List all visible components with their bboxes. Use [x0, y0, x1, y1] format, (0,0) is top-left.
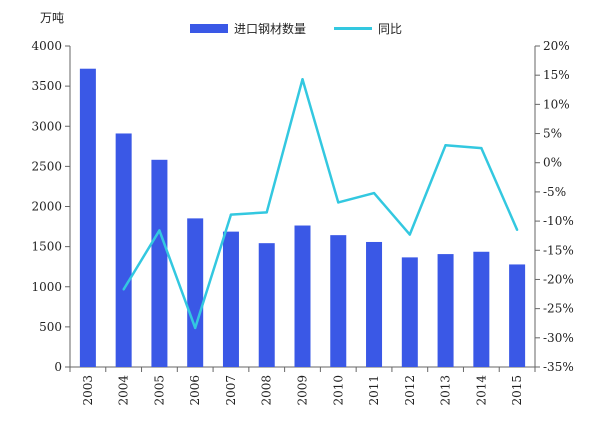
- right-tick-label: -10%: [543, 214, 574, 228]
- bar: [294, 225, 311, 367]
- x-tick-label: 2010: [331, 375, 345, 406]
- yoy-line: [122, 78, 519, 330]
- bar: [437, 254, 454, 367]
- line-point: [301, 78, 304, 81]
- x-tick-label: 2011: [367, 375, 381, 406]
- x-tick-label: 2003: [81, 375, 95, 406]
- right-tick-label: 20%: [543, 39, 570, 53]
- right-tick-label: 15%: [543, 68, 570, 82]
- legend-label-bar: 进口钢材数量: [234, 21, 306, 36]
- x-tick-label: 2005: [152, 375, 166, 406]
- right-tick-label: 10%: [543, 97, 570, 111]
- x-tick-label: 2006: [188, 375, 202, 406]
- line-point: [337, 201, 340, 204]
- bar: [258, 243, 275, 367]
- line-point: [265, 211, 268, 214]
- x-tick-label: 2008: [260, 375, 274, 406]
- right-tick-label: -15%: [543, 243, 574, 257]
- left-axis-unit: 万吨: [40, 11, 64, 25]
- line-series: [122, 78, 519, 330]
- left-tick-label: 0: [54, 360, 62, 374]
- left-tick-label: 4000: [31, 39, 62, 53]
- x-tick-label: 2009: [296, 375, 310, 406]
- line-point: [444, 144, 447, 147]
- right-tick-label: -35%: [543, 360, 574, 374]
- line-point: [372, 191, 376, 195]
- line-point: [122, 288, 125, 291]
- bar: [509, 264, 526, 367]
- x-tick-label: 2004: [117, 375, 131, 406]
- bar: [79, 68, 96, 367]
- bar: [151, 159, 168, 367]
- x-tick-label: 2014: [474, 375, 488, 406]
- legend: 进口钢材数量 同比: [190, 21, 402, 36]
- right-tick-label: -20%: [543, 272, 574, 286]
- left-tick-label: 3000: [31, 119, 62, 133]
- legend-swatch-bar: [190, 24, 228, 33]
- bar: [401, 257, 418, 367]
- left-tick-label: 1500: [31, 240, 62, 254]
- right-tick-label: -5%: [543, 185, 566, 199]
- line-point: [515, 228, 519, 232]
- bar: [222, 231, 239, 367]
- bar-series: [79, 68, 526, 367]
- line-point: [158, 229, 161, 232]
- line-point: [229, 213, 233, 216]
- line-point: [408, 233, 412, 236]
- left-tick-label: 2000: [31, 200, 62, 214]
- left-tick-label: 2500: [31, 159, 62, 173]
- right-tick-label: -25%: [543, 302, 574, 316]
- right-tick-label: -30%: [543, 331, 574, 345]
- bar: [330, 235, 347, 367]
- x-tick-label: 2007: [224, 375, 238, 406]
- x-tick-label: 2013: [439, 375, 453, 406]
- left-tick-label: 3500: [31, 79, 62, 93]
- line-point: [480, 146, 483, 150]
- bar: [115, 133, 132, 367]
- x-tick-label: 2012: [403, 375, 417, 406]
- legend-label-line: 同比: [378, 22, 402, 36]
- bar: [473, 251, 490, 367]
- left-tick-label: 500: [39, 320, 62, 334]
- right-tick-label: 0%: [543, 156, 562, 170]
- x-tick-label: 2015: [510, 375, 524, 406]
- right-tick-label: 5%: [543, 127, 562, 141]
- left-tick-label: 1000: [31, 280, 62, 294]
- line-point: [193, 326, 197, 330]
- axes: 0 500 1000 1500 2000 2500 3000 3500 4000 -35% -30%…: [31, 39, 573, 406]
- bar: [187, 218, 204, 367]
- bar: [366, 241, 383, 367]
